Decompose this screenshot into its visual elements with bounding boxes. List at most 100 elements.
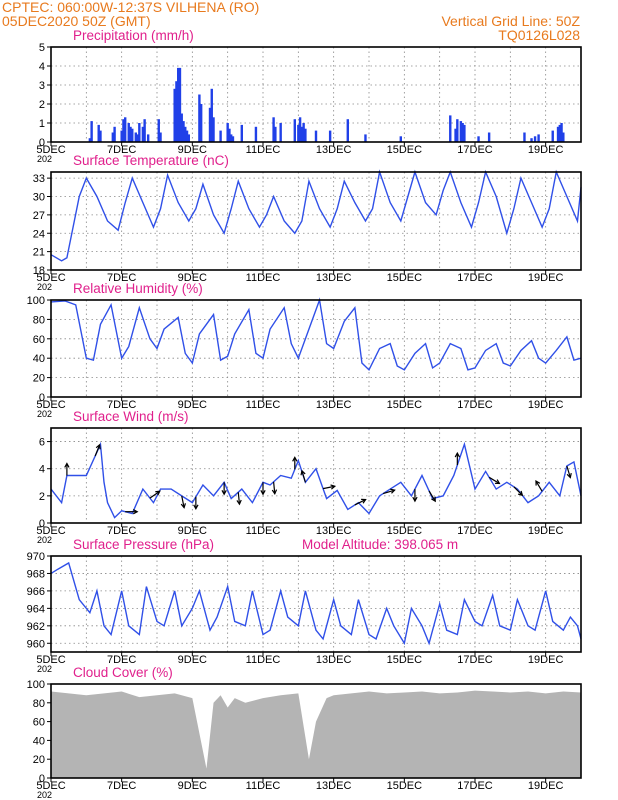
x-tick-label: 15DEC <box>387 144 423 156</box>
precip-bar <box>198 94 201 142</box>
y-tick-label: 2 <box>39 99 45 111</box>
wind-arrow-head <box>132 509 139 515</box>
y-tick-label: 40 <box>33 353 45 365</box>
precip-bar <box>182 121 185 142</box>
precip-bar <box>463 124 466 142</box>
x-tick-label: 19DEC <box>528 399 564 411</box>
precip-bar <box>530 138 533 142</box>
wind-arrow <box>488 476 500 484</box>
wind-arrow-head <box>454 451 461 458</box>
x-tick-label: 5DEC <box>36 654 65 666</box>
station-line: CPTEC: 060:00W-12:37S VILHENA (RO) <box>2 0 259 15</box>
precip-bar <box>300 126 304 142</box>
wind-arrow-head <box>431 496 436 503</box>
panel-title: Cloud Cover (%) <box>73 665 173 680</box>
x-tick-label: 9DEC <box>178 525 207 537</box>
x-tick-label: 17DEC <box>457 780 493 792</box>
x-tick-label: 17DEC <box>457 654 493 666</box>
wind-arrow-head <box>155 490 161 496</box>
header-svg: CPTEC: 060:00W-12:37S VILHENA (RO) 05DEC… <box>2 0 580 43</box>
y-tick-label: 0 <box>39 392 45 404</box>
y-tick-label: 960 <box>27 638 45 650</box>
wind-arrow-head <box>300 469 306 476</box>
x-tick-label: 7DEC <box>107 780 136 792</box>
precip-bar <box>399 136 402 142</box>
x-tick-label: 9DEC <box>178 399 207 411</box>
precip-bar <box>533 136 537 142</box>
wind-arrow-head <box>535 479 541 486</box>
wind-arrow-head <box>236 499 242 506</box>
precip-bar <box>523 132 526 142</box>
wind-arrow-head <box>95 443 101 450</box>
precip-bar <box>184 126 187 142</box>
y-tick-label: 60 <box>33 334 45 346</box>
panel-title: Surface Pressure (hPa) <box>73 537 214 552</box>
wind-arrow-head <box>517 490 524 497</box>
wind-arrow <box>237 492 241 505</box>
precip-bar <box>90 121 93 142</box>
y-tick-label: 100 <box>27 679 45 691</box>
panel-title: Surface Temperature (nC) <box>73 153 229 168</box>
x-tick-label: 13DEC <box>316 780 352 792</box>
precip-bar <box>240 124 243 142</box>
wind-arrow-head <box>292 456 298 462</box>
wind-arrow-head <box>221 490 227 496</box>
x-tick-label: 13DEC <box>316 399 352 411</box>
precip-bar <box>159 132 162 142</box>
wind-arrow-head <box>193 504 199 511</box>
y-tick-label: 0 <box>39 773 45 785</box>
precip-bar <box>157 119 160 142</box>
x-tick-label: 15DEC <box>387 399 423 411</box>
panel-frame <box>50 555 582 653</box>
series-line <box>50 561 582 646</box>
y-tick-label: 0 <box>39 518 45 530</box>
precip-bar <box>124 117 127 142</box>
wind-arrow-head <box>390 488 396 494</box>
precip-bar <box>99 130 102 142</box>
year-label: 202 <box>37 535 52 545</box>
wind-arrow <box>354 499 366 506</box>
precip-bar <box>328 130 332 142</box>
y-tick-label: 33 <box>33 173 45 185</box>
wind-arrow <box>566 465 571 478</box>
y-tick-label: 966 <box>27 586 45 598</box>
grid-line-note: Vertical Grid Line: 50Z <box>441 13 580 29</box>
wind-arrow <box>513 486 523 496</box>
x-tick-label: 11DEC <box>246 525 281 537</box>
panel-title: Surface Wind (m/s) <box>73 409 189 424</box>
precip-bar <box>461 123 464 142</box>
y-tick-label: 80 <box>33 314 45 326</box>
panel-title: Relative Humidity (%) <box>73 281 203 296</box>
x-tick-label: 17DEC <box>457 144 493 156</box>
precip-bar <box>185 130 189 142</box>
y-tick-label: 21 <box>33 247 45 259</box>
precip-bar <box>459 121 463 142</box>
year-label: 202 <box>37 409 52 419</box>
precip-bar <box>187 134 190 142</box>
precip-bar <box>178 67 182 142</box>
precip-bar <box>120 130 123 142</box>
panel-frame <box>50 299 582 398</box>
precip-bar <box>127 123 130 142</box>
x-tick-label: 9DEC <box>178 654 207 666</box>
wind-arrow-head <box>260 490 266 496</box>
year-label: 202 <box>37 790 52 800</box>
year-label: 202 <box>37 664 52 674</box>
precip-bar <box>314 130 318 142</box>
precip-bar <box>551 130 554 142</box>
y-tick-label: 100 <box>27 295 45 307</box>
year-label: 202 <box>37 282 52 292</box>
series-line <box>50 169 582 262</box>
y-tick-label: 3 <box>39 80 45 92</box>
precip-bar <box>560 123 563 142</box>
y-tick-label: 962 <box>27 621 45 633</box>
x-tick-label: 5DEC <box>36 144 65 156</box>
precip-bar <box>113 126 116 142</box>
x-tick-label: 7DEC <box>107 654 136 666</box>
y-tick-label: 4 <box>39 61 45 73</box>
x-tick-label: 5DEC <box>36 399 65 411</box>
series-line <box>50 441 582 519</box>
precip-bar <box>228 128 231 142</box>
y-tick-label: 4 <box>39 464 45 476</box>
